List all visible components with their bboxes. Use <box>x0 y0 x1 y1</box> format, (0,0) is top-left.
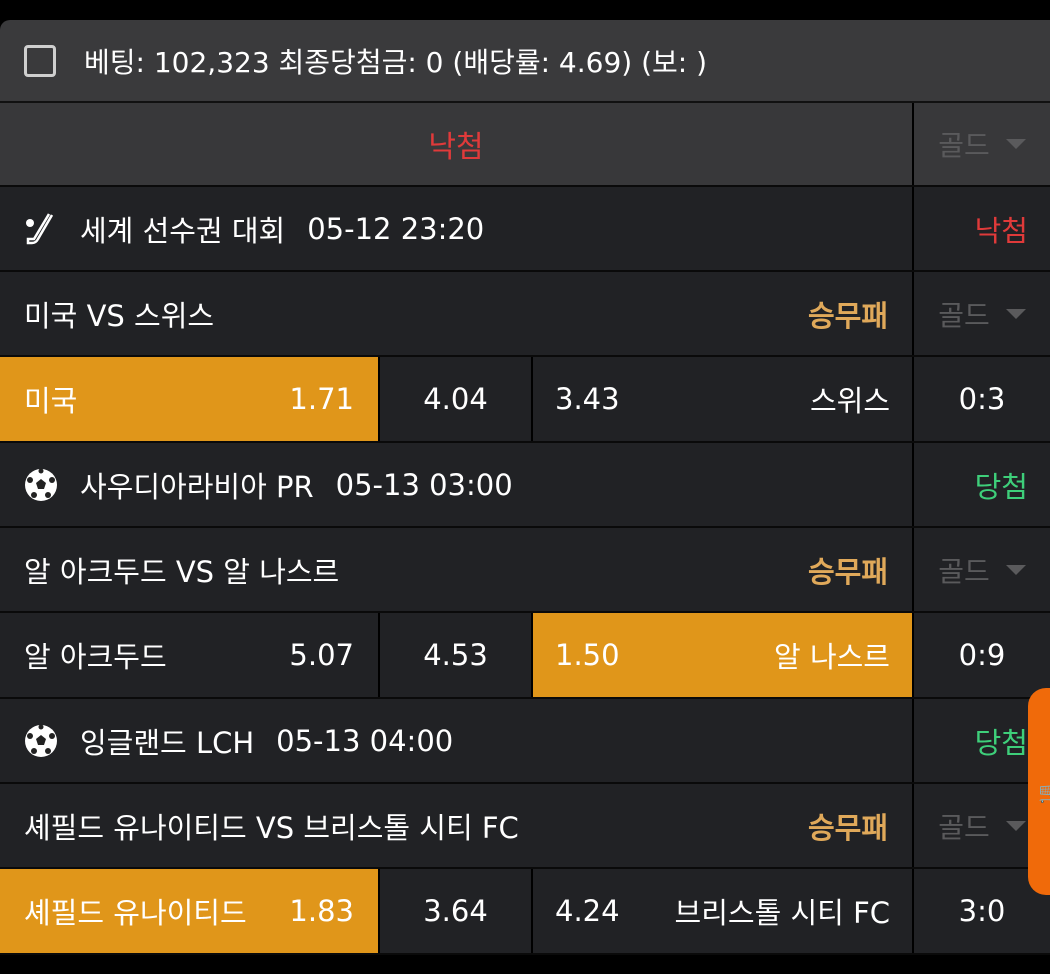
draw-odds: 4.04 <box>423 382 488 416</box>
draw-odds-button[interactable]: 3.64 <box>380 869 531 953</box>
away-team: 스위스 <box>809 384 890 418</box>
league-row: 세계 선수권 대회 05-12 23:20 낙첨 <box>0 187 1050 272</box>
market-type: 승무패 <box>807 810 888 845</box>
away-odds: 1.50 <box>555 638 620 672</box>
draw-odds: 3.64 <box>423 894 488 928</box>
home-team: 미국 <box>24 384 78 418</box>
cart-icon: 🛒 <box>1038 780 1050 804</box>
soccer-ball-icon <box>24 724 58 758</box>
final-score: 0:3 <box>958 382 1006 416</box>
filter-label: 골드 <box>938 810 990 844</box>
home-odds: 5.07 <box>289 638 354 672</box>
league-row: 잉글랜드 LCH 05-13 04:00 당첨 <box>0 699 1050 784</box>
game-time: 05-12 23:20 <box>307 211 485 246</box>
final-score: 3:0 <box>958 894 1006 928</box>
league-name: 잉글랜드 LCH <box>80 725 255 760</box>
home-odds-button[interactable]: 알 아크두드 5.07 <box>0 613 378 697</box>
odds-row: 셰필드 유나이티드 1.83 3.64 4.24 브리스톨 시티 FC 3:0 <box>0 869 1050 955</box>
draw-odds: 4.53 <box>423 638 488 672</box>
game-time: 05-13 03:00 <box>335 467 513 502</box>
match-name: 미국 VS 스위스 <box>24 298 215 333</box>
odds-row: 미국 1.71 4.04 3.43 스위스 0:3 <box>0 357 1050 443</box>
filter-label: 골드 <box>938 129 990 162</box>
chevron-down-icon <box>1005 308 1026 319</box>
bet-summary: 베팅: 102,323 최종당첨금: 0 (배당률: 4.69) (보: ) <box>84 45 708 79</box>
bet-slip-panel: 베팅: 102,323 최종당첨금: 0 (배당률: 4.69) (보: ) 낙… <box>0 20 1050 960</box>
chevron-down-icon <box>1005 139 1026 149</box>
away-odds-button[interactable]: 1.50 알 나스르 <box>533 613 912 697</box>
filter-dropdown[interactable]: 골드 <box>914 272 1050 355</box>
odds-row: 알 아크두드 5.07 4.53 1.50 알 나스르 0:9 <box>0 613 1050 699</box>
home-team: 셰필드 유나이티드 <box>24 896 247 930</box>
filter-dropdown[interactable]: 골드 <box>914 528 1050 611</box>
filter-label: 골드 <box>938 298 990 332</box>
match-row: 셰필드 유나이티드 VS 브리스톨 시티 FC 승무패 골드 <box>0 784 1050 869</box>
filter-dropdown[interactable]: 골드 <box>914 784 1050 867</box>
bet-result: 낙첨 <box>428 130 484 165</box>
soccer-ball-icon <box>24 468 58 502</box>
match-name: 셰필드 유나이티드 VS 브리스톨 시티 FC <box>24 810 519 845</box>
away-odds-button[interactable]: 3.43 스위스 <box>533 357 912 441</box>
away-team: 알 나스르 <box>774 640 890 674</box>
away-odds: 3.43 <box>555 382 620 416</box>
game-result: 낙첨 <box>974 213 1028 248</box>
home-team: 알 아크두드 <box>24 640 167 674</box>
draw-odds-button[interactable]: 4.04 <box>380 357 531 441</box>
draw-odds-button[interactable]: 4.53 <box>380 613 531 697</box>
filter-dropdown[interactable]: 골드 <box>914 103 1050 185</box>
home-odds-button[interactable]: 셰필드 유나이티드 1.83 <box>0 869 378 953</box>
game-result: 당첨 <box>974 725 1028 760</box>
match-row: 미국 VS 스위스 승무패 골드 <box>0 272 1050 357</box>
home-odds-button[interactable]: 미국 1.71 <box>0 357 378 441</box>
market-type: 승무패 <box>807 298 888 333</box>
match-row: 알 아크두드 VS 알 나스르 승무패 골드 <box>0 528 1050 613</box>
league-name: 사우디아라비아 PR <box>80 469 314 504</box>
filter-label: 골드 <box>938 554 990 588</box>
game-result: 당첨 <box>974 469 1028 504</box>
chevron-down-icon <box>1005 820 1026 831</box>
match-name: 알 아크두드 VS 알 나스르 <box>24 554 340 589</box>
home-odds: 1.71 <box>289 382 354 416</box>
market-type: 승무패 <box>807 554 888 589</box>
away-odds: 4.24 <box>555 894 620 928</box>
league-name: 세계 선수권 대회 <box>80 213 286 248</box>
bet-header: 베팅: 102,323 최종당첨금: 0 (배당률: 4.69) (보: ) <box>0 20 1050 103</box>
chevron-down-icon <box>1005 564 1026 575</box>
final-score: 0:9 <box>958 638 1006 672</box>
game-time: 05-13 04:00 <box>276 723 454 758</box>
select-checkbox[interactable] <box>24 44 56 77</box>
away-odds-button[interactable]: 4.24 브리스톨 시티 FC <box>533 869 912 953</box>
away-team: 브리스톨 시티 FC <box>674 896 890 930</box>
home-odds: 1.83 <box>289 894 354 928</box>
cart-button[interactable]: 🛒 <box>1028 688 1050 895</box>
league-row: 사우디아라비아 PR 05-13 03:00 당첨 <box>0 443 1050 528</box>
hockey-icon <box>24 212 58 246</box>
